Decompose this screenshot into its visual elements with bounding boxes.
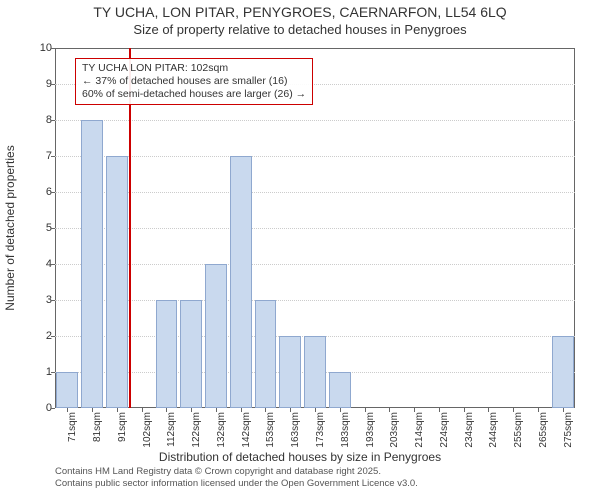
x-tick-label: 132sqm: [216, 412, 227, 452]
histogram-bar: [56, 372, 78, 408]
callout-line: 60% of semi-detached houses are larger (…: [82, 88, 306, 101]
x-tick-label: 244sqm: [488, 412, 499, 452]
histogram-bar: [180, 300, 202, 408]
callout-line: ← 37% of detached houses are smaller (16…: [82, 75, 306, 88]
x-tick-label: 193sqm: [365, 412, 376, 452]
x-tick-label: 275sqm: [563, 412, 574, 452]
y-tick-mark: [51, 156, 55, 157]
x-tick-mark: [290, 408, 291, 412]
x-tick-mark: [216, 408, 217, 412]
x-tick-mark: [265, 408, 266, 412]
x-tick-label: 183sqm: [340, 412, 351, 452]
x-tick-label: 112sqm: [166, 412, 177, 452]
histogram-bar: [156, 300, 178, 408]
histogram-bar: [230, 156, 252, 408]
x-tick-label: 81sqm: [92, 412, 103, 452]
histogram-bar: [329, 372, 351, 408]
x-tick-label: 163sqm: [290, 412, 301, 452]
gridline-h: [55, 228, 575, 229]
page-subtitle: Size of property relative to detached ho…: [0, 22, 600, 38]
x-tick-mark: [166, 408, 167, 412]
x-tick-mark: [142, 408, 143, 412]
plot-area: TY UCHA LON PITAR: 102sqm← 37% of detach…: [55, 48, 575, 408]
y-tick-mark: [51, 84, 55, 85]
x-tick-mark: [241, 408, 242, 412]
x-tick-mark: [538, 408, 539, 412]
y-tick-label: 9: [32, 78, 52, 90]
x-tick-label: 224sqm: [439, 412, 450, 452]
x-tick-mark: [513, 408, 514, 412]
y-tick-label: 10: [32, 42, 52, 54]
y-tick-label: 6: [32, 186, 52, 198]
y-tick-label: 0: [32, 402, 52, 414]
histogram-bar: [106, 156, 128, 408]
gridline-h: [55, 300, 575, 301]
y-tick-mark: [51, 120, 55, 121]
histogram-bar: [81, 120, 103, 408]
x-tick-label: 214sqm: [414, 412, 425, 452]
x-tick-mark: [563, 408, 564, 412]
x-tick-mark: [67, 408, 68, 412]
gridline-h: [55, 192, 575, 193]
y-axis-label: Number of detached properties: [3, 145, 17, 310]
x-tick-label: 122sqm: [191, 412, 202, 452]
x-tick-mark: [488, 408, 489, 412]
x-tick-label: 142sqm: [241, 412, 252, 452]
x-axis-label: Distribution of detached houses by size …: [0, 450, 600, 464]
attribution-footer: Contains HM Land Registry data © Crown c…: [55, 466, 418, 490]
x-tick-label: 265sqm: [538, 412, 549, 452]
histogram-bar: [279, 336, 301, 408]
gridline-h: [55, 264, 575, 265]
y-tick-label: 8: [32, 114, 52, 126]
x-tick-mark: [389, 408, 390, 412]
callout-line: TY UCHA LON PITAR: 102sqm: [82, 62, 306, 75]
histogram-bar: [205, 264, 227, 408]
x-tick-mark: [92, 408, 93, 412]
y-tick-label: 7: [32, 150, 52, 162]
y-tick-label: 2: [32, 330, 52, 342]
x-tick-mark: [315, 408, 316, 412]
histogram-bar: [304, 336, 326, 408]
callout-box: TY UCHA LON PITAR: 102sqm← 37% of detach…: [75, 58, 313, 105]
x-tick-mark: [414, 408, 415, 412]
y-tick-label: 4: [32, 258, 52, 270]
gridline-h: [55, 156, 575, 157]
x-tick-label: 71sqm: [67, 412, 78, 452]
page-title: TY UCHA, LON PITAR, PENYGROES, CAERNARFO…: [0, 0, 600, 22]
y-tick-mark: [51, 408, 55, 409]
footer-line-1: Contains HM Land Registry data © Crown c…: [55, 466, 418, 478]
y-tick-label: 3: [32, 294, 52, 306]
x-tick-mark: [340, 408, 341, 412]
chart-container: TY UCHA, LON PITAR, PENYGROES, CAERNARFO…: [0, 0, 600, 500]
x-tick-label: 153sqm: [265, 412, 276, 452]
x-tick-mark: [117, 408, 118, 412]
x-tick-mark: [464, 408, 465, 412]
histogram-bar: [552, 336, 574, 408]
x-tick-label: 173sqm: [315, 412, 326, 452]
y-tick-mark: [51, 48, 55, 49]
y-tick-label: 1: [32, 366, 52, 378]
x-tick-mark: [439, 408, 440, 412]
y-tick-mark: [51, 300, 55, 301]
footer-line-2: Contains public sector information licen…: [55, 478, 418, 490]
y-tick-mark: [51, 336, 55, 337]
x-tick-mark: [191, 408, 192, 412]
y-tick-label: 5: [32, 222, 52, 234]
x-tick-mark: [365, 408, 366, 412]
y-tick-mark: [51, 372, 55, 373]
gridline-h: [55, 120, 575, 121]
histogram-bar: [255, 300, 277, 408]
x-tick-label: 203sqm: [389, 412, 400, 452]
x-tick-label: 234sqm: [464, 412, 475, 452]
x-tick-label: 91sqm: [117, 412, 128, 452]
y-tick-mark: [51, 264, 55, 265]
y-tick-mark: [51, 192, 55, 193]
y-tick-mark: [51, 228, 55, 229]
x-tick-label: 102sqm: [142, 412, 153, 452]
x-tick-label: 255sqm: [513, 412, 524, 452]
